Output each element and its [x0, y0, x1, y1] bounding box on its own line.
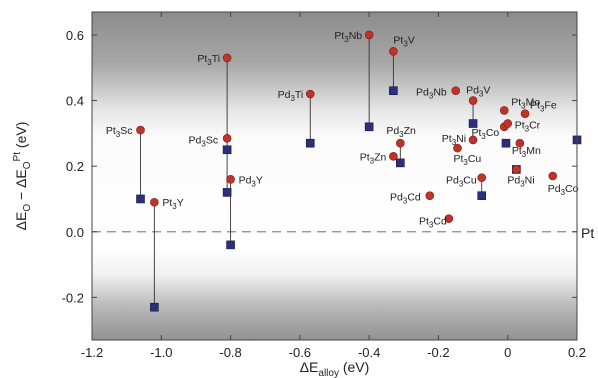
circle-point: [389, 47, 398, 56]
point-label: Pd3Co: [548, 183, 579, 197]
circle-point: [136, 125, 145, 135]
point-label: Pd3Ti: [278, 89, 304, 103]
point-label: Pt3V: [393, 34, 414, 48]
x-tick-label: 0: [504, 345, 511, 360]
point-label: Pd3Zn: [386, 125, 416, 139]
square-point: [222, 188, 232, 197]
circle-point: [548, 171, 558, 181]
x-tick-label: -0.4: [358, 345, 380, 360]
circle-point: [226, 174, 235, 184]
y-tick-label: 0.2: [66, 159, 84, 174]
point-label: Pt3Cr: [515, 120, 541, 134]
point-label: Pd3V: [466, 85, 490, 99]
point-label: Pt3Y: [162, 197, 183, 211]
circle-point: [520, 109, 530, 118]
square-point: [477, 191, 487, 200]
circle-point: [499, 106, 509, 115]
circle-point: [389, 152, 398, 161]
plot-frame: [91, 11, 578, 341]
point-label: Pt3Cd: [419, 216, 447, 230]
square-point: [305, 138, 315, 148]
circle-point: [451, 86, 461, 96]
y-tick-label: 0.6: [66, 28, 84, 43]
y-tick-label: -0.2: [62, 290, 84, 305]
point-label: Pt3Nb: [334, 30, 362, 44]
point-label: Pt3Mn: [512, 145, 541, 159]
circle-point: [468, 96, 478, 105]
circle-point: [503, 119, 513, 128]
circle-point: [305, 89, 315, 99]
square-point: [389, 86, 398, 96]
square-point: [136, 194, 145, 204]
y-axis-label: ΔEO − ΔEOPt (eV): [12, 122, 33, 231]
point-label: Pd3Sc: [189, 134, 219, 148]
square-point: [222, 145, 232, 155]
point-label: Pt3Fe: [530, 100, 557, 114]
reference-label: Pt: [581, 225, 594, 241]
point-label: Pd3Nb: [416, 87, 447, 101]
point-label: Pt3Mo: [511, 96, 540, 110]
circle-point: [222, 133, 232, 143]
point-label: Pt3Ti: [197, 53, 220, 67]
circle-point: [425, 191, 435, 200]
point-label: Pd3Cd: [390, 192, 421, 206]
circle-point: [150, 197, 159, 207]
circle-point: [444, 214, 454, 223]
circle-point: [396, 138, 405, 148]
x-tick-label: -1.2: [81, 345, 103, 360]
circle-point: [453, 143, 462, 153]
square-point: [468, 119, 478, 128]
square-point: [226, 240, 235, 250]
y-tick-label: 0.0: [66, 225, 84, 240]
circle-point: [364, 30, 374, 40]
point-label: Pd3Ni: [507, 174, 534, 188]
circle-point: [515, 138, 525, 148]
plot-background: [92, 12, 577, 340]
point-label: Pt3Sc: [106, 125, 133, 139]
circle-point: [512, 165, 521, 174]
point-label: Pt3Zn: [360, 151, 387, 165]
x-axis-label: ΔEalloy (eV): [300, 359, 370, 378]
point-label: Pt3Cu: [453, 153, 481, 167]
x-tick-label: -0.6: [289, 345, 311, 360]
x-tick-label: -0.2: [427, 345, 449, 360]
square-point: [150, 302, 159, 312]
point-label: Pt3Co: [471, 127, 499, 141]
x-tick-label: 0.2: [568, 345, 586, 360]
square-point: [501, 138, 511, 148]
y-tick-label: 0.4: [66, 94, 84, 109]
point-label: Pt3Ni: [442, 133, 466, 147]
x-tick-label: -1.0: [150, 345, 172, 360]
point-label: Pd3Y: [239, 174, 263, 188]
point-label: Pd3Cu: [446, 175, 477, 189]
circle-point: [222, 53, 232, 63]
x-tick-label: -0.8: [219, 345, 241, 360]
square-point: [364, 122, 374, 132]
circle-point: [477, 173, 487, 182]
circle-point: [468, 135, 478, 145]
square-point: [396, 158, 405, 168]
